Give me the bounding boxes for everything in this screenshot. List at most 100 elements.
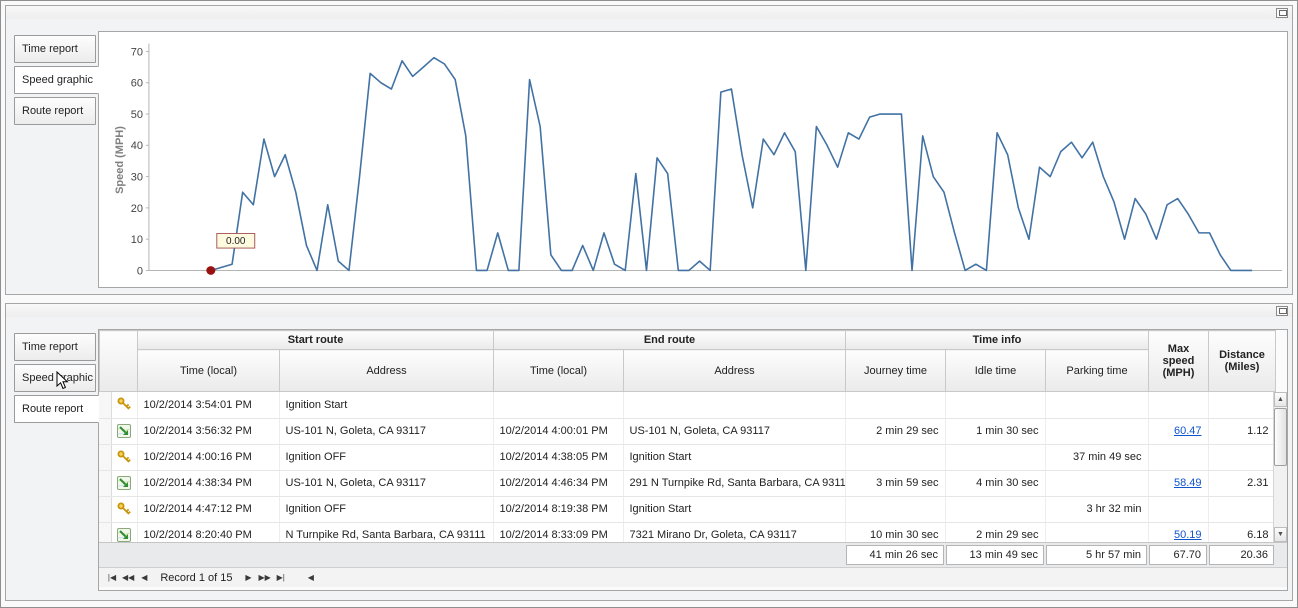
start-address-cell[interactable]: US-101 N, Goleta, CA 93117 (279, 418, 494, 445)
max-speed-link[interactable]: 58.49 (1173, 477, 1202, 489)
idle-time-cell[interactable]: 4 min 30 sec (945, 470, 1046, 497)
end-address-cell[interactable]: 291 N Turnpike Rd, Santa Barbara, CA 931… (623, 470, 846, 497)
distance-cell[interactable] (1208, 444, 1276, 471)
parking-time-cell[interactable] (1045, 470, 1149, 497)
distance-cell[interactable] (1208, 392, 1276, 419)
key-icon[interactable] (111, 444, 138, 471)
end-address-cell[interactable]: Ignition Start (623, 496, 846, 523)
start-time-cell[interactable]: 10/2/2014 4:38:34 PM (137, 470, 280, 497)
column-header-end-address[interactable]: Address (623, 349, 846, 392)
scroll-up-icon[interactable]: ▲ (1274, 392, 1287, 407)
start-address-cell[interactable]: Ignition OFF (279, 496, 494, 523)
idle-time-cell[interactable] (945, 444, 1046, 471)
row-indicator[interactable] (99, 418, 112, 445)
first-record-button[interactable]: |◀ (107, 573, 117, 582)
tab-time-report[interactable]: Time report (14, 35, 96, 63)
next-record-button[interactable]: ▶ (245, 573, 252, 582)
column-header-distance[interactable]: Distance (Miles) (1208, 330, 1276, 392)
collapse-panel-icon[interactable] (1276, 306, 1288, 316)
end-address-cell[interactable] (623, 392, 846, 419)
idle-time-cell[interactable]: 2 min 29 sec (945, 522, 1046, 542)
start-time-cell[interactable]: 10/2/2014 3:56:32 PM (137, 418, 280, 445)
hscroll-left-button[interactable]: ◀ (307, 573, 314, 582)
row-indicator[interactable] (99, 392, 112, 419)
max-speed-cell[interactable]: 60.47 (1148, 418, 1209, 445)
column-header-end-time[interactable]: Time (local) (493, 349, 624, 392)
parking-time-cell[interactable] (1045, 418, 1149, 445)
distance-cell[interactable]: 2.31 (1208, 470, 1276, 497)
start-address-cell[interactable]: N Turnpike Rd, Santa Barbara, CA 93111 (279, 522, 494, 542)
column-header-idle-time[interactable]: Idle time (945, 349, 1046, 392)
speed-chart[interactable]: Speed (MPH) 0 10 20 30 40 50 60 70 0.00 (98, 31, 1288, 288)
column-header-max-speed[interactable]: Max speed (MPH) (1148, 330, 1209, 392)
table-row[interactable]: 10/2/2014 4:38:34 PM US-101 N, Goleta, CA… (99, 470, 1276, 497)
route-icon[interactable] (111, 418, 138, 445)
tab-speed-graphic[interactable]: Speed graphic (14, 364, 96, 392)
column-header-start-time[interactable]: Time (local) (137, 349, 280, 392)
tab-route-report[interactable]: Route report (14, 395, 99, 423)
journey-time-cell[interactable] (845, 392, 946, 419)
idle-time-cell[interactable] (945, 496, 1046, 523)
column-group-end-route[interactable]: End route (493, 330, 846, 350)
idle-time-cell[interactable]: 1 min 30 sec (945, 418, 1046, 445)
journey-time-cell[interactable] (845, 444, 946, 471)
column-group-start-route[interactable]: Start route (137, 330, 494, 350)
start-time-cell[interactable]: 10/2/2014 3:54:01 PM (137, 392, 280, 419)
end-address-cell[interactable]: Ignition Start (623, 444, 846, 471)
idle-time-cell[interactable] (945, 392, 1046, 419)
end-time-cell[interactable] (493, 392, 624, 419)
start-time-cell[interactable]: 10/2/2014 4:00:16 PM (137, 444, 280, 471)
tab-speed-graphic[interactable]: Speed graphic (14, 66, 99, 94)
end-time-cell[interactable]: 10/2/2014 4:00:01 PM (493, 418, 624, 445)
tab-route-report[interactable]: Route report (14, 97, 96, 125)
journey-time-cell[interactable]: 3 min 59 sec (845, 470, 946, 497)
table-row[interactable]: 10/2/2014 3:54:01 PM Ignition Start (99, 392, 1276, 419)
start-address-cell[interactable]: Ignition Start (279, 392, 494, 419)
distance-cell[interactable]: 6.18 (1208, 522, 1276, 542)
route-icon[interactable] (111, 470, 138, 497)
max-speed-cell[interactable] (1148, 496, 1209, 523)
row-indicator[interactable] (99, 496, 112, 523)
end-address-cell[interactable]: 7321 Mirano Dr, Goleta, CA 93117 (623, 522, 846, 542)
row-indicator[interactable] (99, 470, 112, 497)
table-row[interactable]: 10/2/2014 4:47:12 PM Ignition OFF 10/2/201… (99, 496, 1276, 523)
prev-record-button[interactable]: ◀ (141, 573, 148, 582)
table-row[interactable]: 10/2/2014 3:56:32 PM US-101 N, Goleta, CA… (99, 418, 1276, 445)
max-speed-link[interactable]: 60.47 (1173, 425, 1202, 437)
row-indicator[interactable] (99, 444, 112, 471)
parking-time-cell[interactable] (1045, 522, 1149, 542)
parking-time-cell[interactable] (1045, 392, 1149, 419)
collapse-panel-icon[interactable] (1276, 8, 1288, 18)
tab-time-report[interactable]: Time report (14, 333, 96, 361)
end-time-cell[interactable]: 10/2/2014 8:19:38 PM (493, 496, 624, 523)
next-page-button[interactable]: ▶▶ (258, 573, 271, 582)
scrollbar-thumb[interactable] (1274, 408, 1287, 466)
start-address-cell[interactable]: US-101 N, Goleta, CA 93117 (279, 470, 494, 497)
journey-time-cell[interactable] (845, 496, 946, 523)
key-icon[interactable] (111, 496, 138, 523)
start-time-cell[interactable]: 10/2/2014 8:20:40 PM (137, 522, 280, 542)
last-record-button[interactable]: ▶| (276, 573, 285, 582)
column-header-journey-time[interactable]: Journey time (845, 349, 946, 392)
column-header-start-address[interactable]: Address (279, 349, 494, 392)
vertical-scrollbar[interactable]: ▲ ▼ (1273, 392, 1287, 542)
end-time-cell[interactable]: 10/2/2014 4:46:34 PM (493, 470, 624, 497)
end-time-cell[interactable]: 10/2/2014 8:33:09 PM (493, 522, 624, 542)
journey-time-cell[interactable]: 10 min 30 sec (845, 522, 946, 542)
journey-time-cell[interactable]: 2 min 29 sec (845, 418, 946, 445)
distance-cell[interactable] (1208, 496, 1276, 523)
route-icon[interactable] (111, 522, 138, 542)
row-indicator[interactable] (99, 522, 112, 542)
key-icon[interactable] (111, 392, 138, 419)
end-time-cell[interactable]: 10/2/2014 4:38:05 PM (493, 444, 624, 471)
max-speed-cell[interactable] (1148, 392, 1209, 419)
prev-page-button[interactable]: ◀◀ (122, 573, 135, 582)
distance-cell[interactable]: 1.12 (1208, 418, 1276, 445)
max-speed-cell[interactable]: 50.19 (1148, 522, 1209, 542)
scroll-down-icon[interactable]: ▼ (1274, 527, 1287, 542)
parking-time-cell[interactable]: 37 min 49 sec (1045, 444, 1149, 471)
table-row[interactable]: 10/2/2014 8:20:40 PM N Turnpike Rd, Santa… (99, 522, 1276, 542)
table-row[interactable]: 10/2/2014 4:00:16 PM Ignition OFF 10/2/201… (99, 444, 1276, 471)
start-time-cell[interactable]: 10/2/2014 4:47:12 PM (137, 496, 280, 523)
max-speed-link[interactable]: 50.19 (1173, 529, 1202, 541)
